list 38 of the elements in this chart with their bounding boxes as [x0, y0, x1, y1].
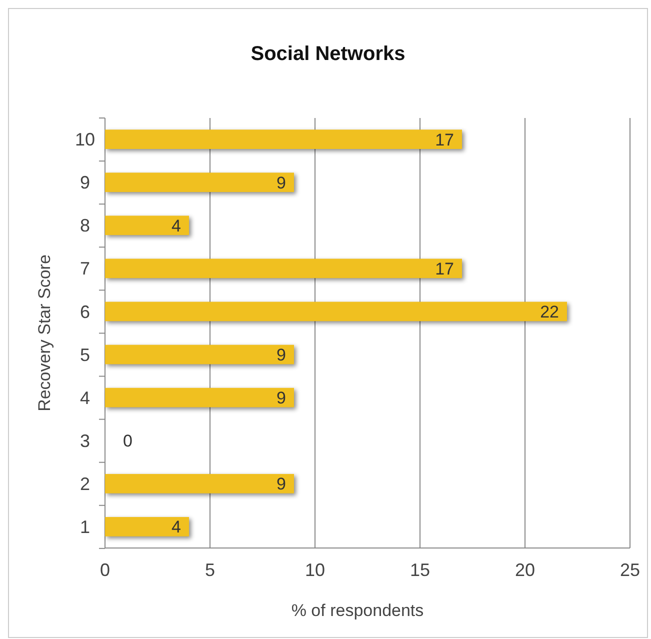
- data-label: 4: [172, 216, 181, 236]
- bar: [105, 388, 294, 408]
- y-tick-label: 8: [80, 216, 90, 236]
- data-label: 22: [540, 302, 559, 322]
- x-tick-label: 20: [514, 560, 536, 580]
- y-tick-label: 9: [80, 172, 90, 193]
- x-tick-label: 10: [304, 560, 326, 580]
- data-label: 0: [123, 432, 132, 451]
- bar: [105, 172, 294, 192]
- bar: [105, 216, 189, 236]
- bar: [105, 517, 189, 536]
- data-label: 9: [276, 173, 286, 192]
- data-label: 4: [172, 518, 181, 537]
- chart-title: Social Networks: [250, 43, 406, 65]
- data-label: 9: [276, 474, 286, 494]
- y-axis-title: Recovery Star Score: [35, 254, 54, 412]
- bar: [105, 302, 567, 322]
- bar: [105, 344, 294, 364]
- bar: [105, 258, 462, 278]
- bar: [105, 130, 462, 149]
- data-label: 9: [276, 345, 286, 364]
- data-label: 17: [435, 259, 454, 278]
- y-tick-label: 6: [80, 302, 90, 322]
- y-tick-label: 3: [80, 430, 90, 451]
- y-tick-label: 10: [74, 130, 96, 150]
- y-tick-label: 5: [80, 344, 90, 365]
- bar: [105, 474, 294, 494]
- y-tick-label: 4: [80, 388, 90, 408]
- data-label: 9: [276, 388, 286, 408]
- y-tick-label: 2: [80, 474, 90, 494]
- x-tick-label: 25: [620, 560, 640, 580]
- x-axis-title: % of respondents: [291, 601, 424, 620]
- y-tick-label: 7: [80, 258, 90, 279]
- x-tick-label: 15: [410, 560, 430, 580]
- x-tick-label: 5: [204, 560, 216, 580]
- x-tick-label: 0: [100, 560, 110, 580]
- data-label: 17: [435, 130, 454, 150]
- y-tick-label: 1: [80, 516, 90, 537]
